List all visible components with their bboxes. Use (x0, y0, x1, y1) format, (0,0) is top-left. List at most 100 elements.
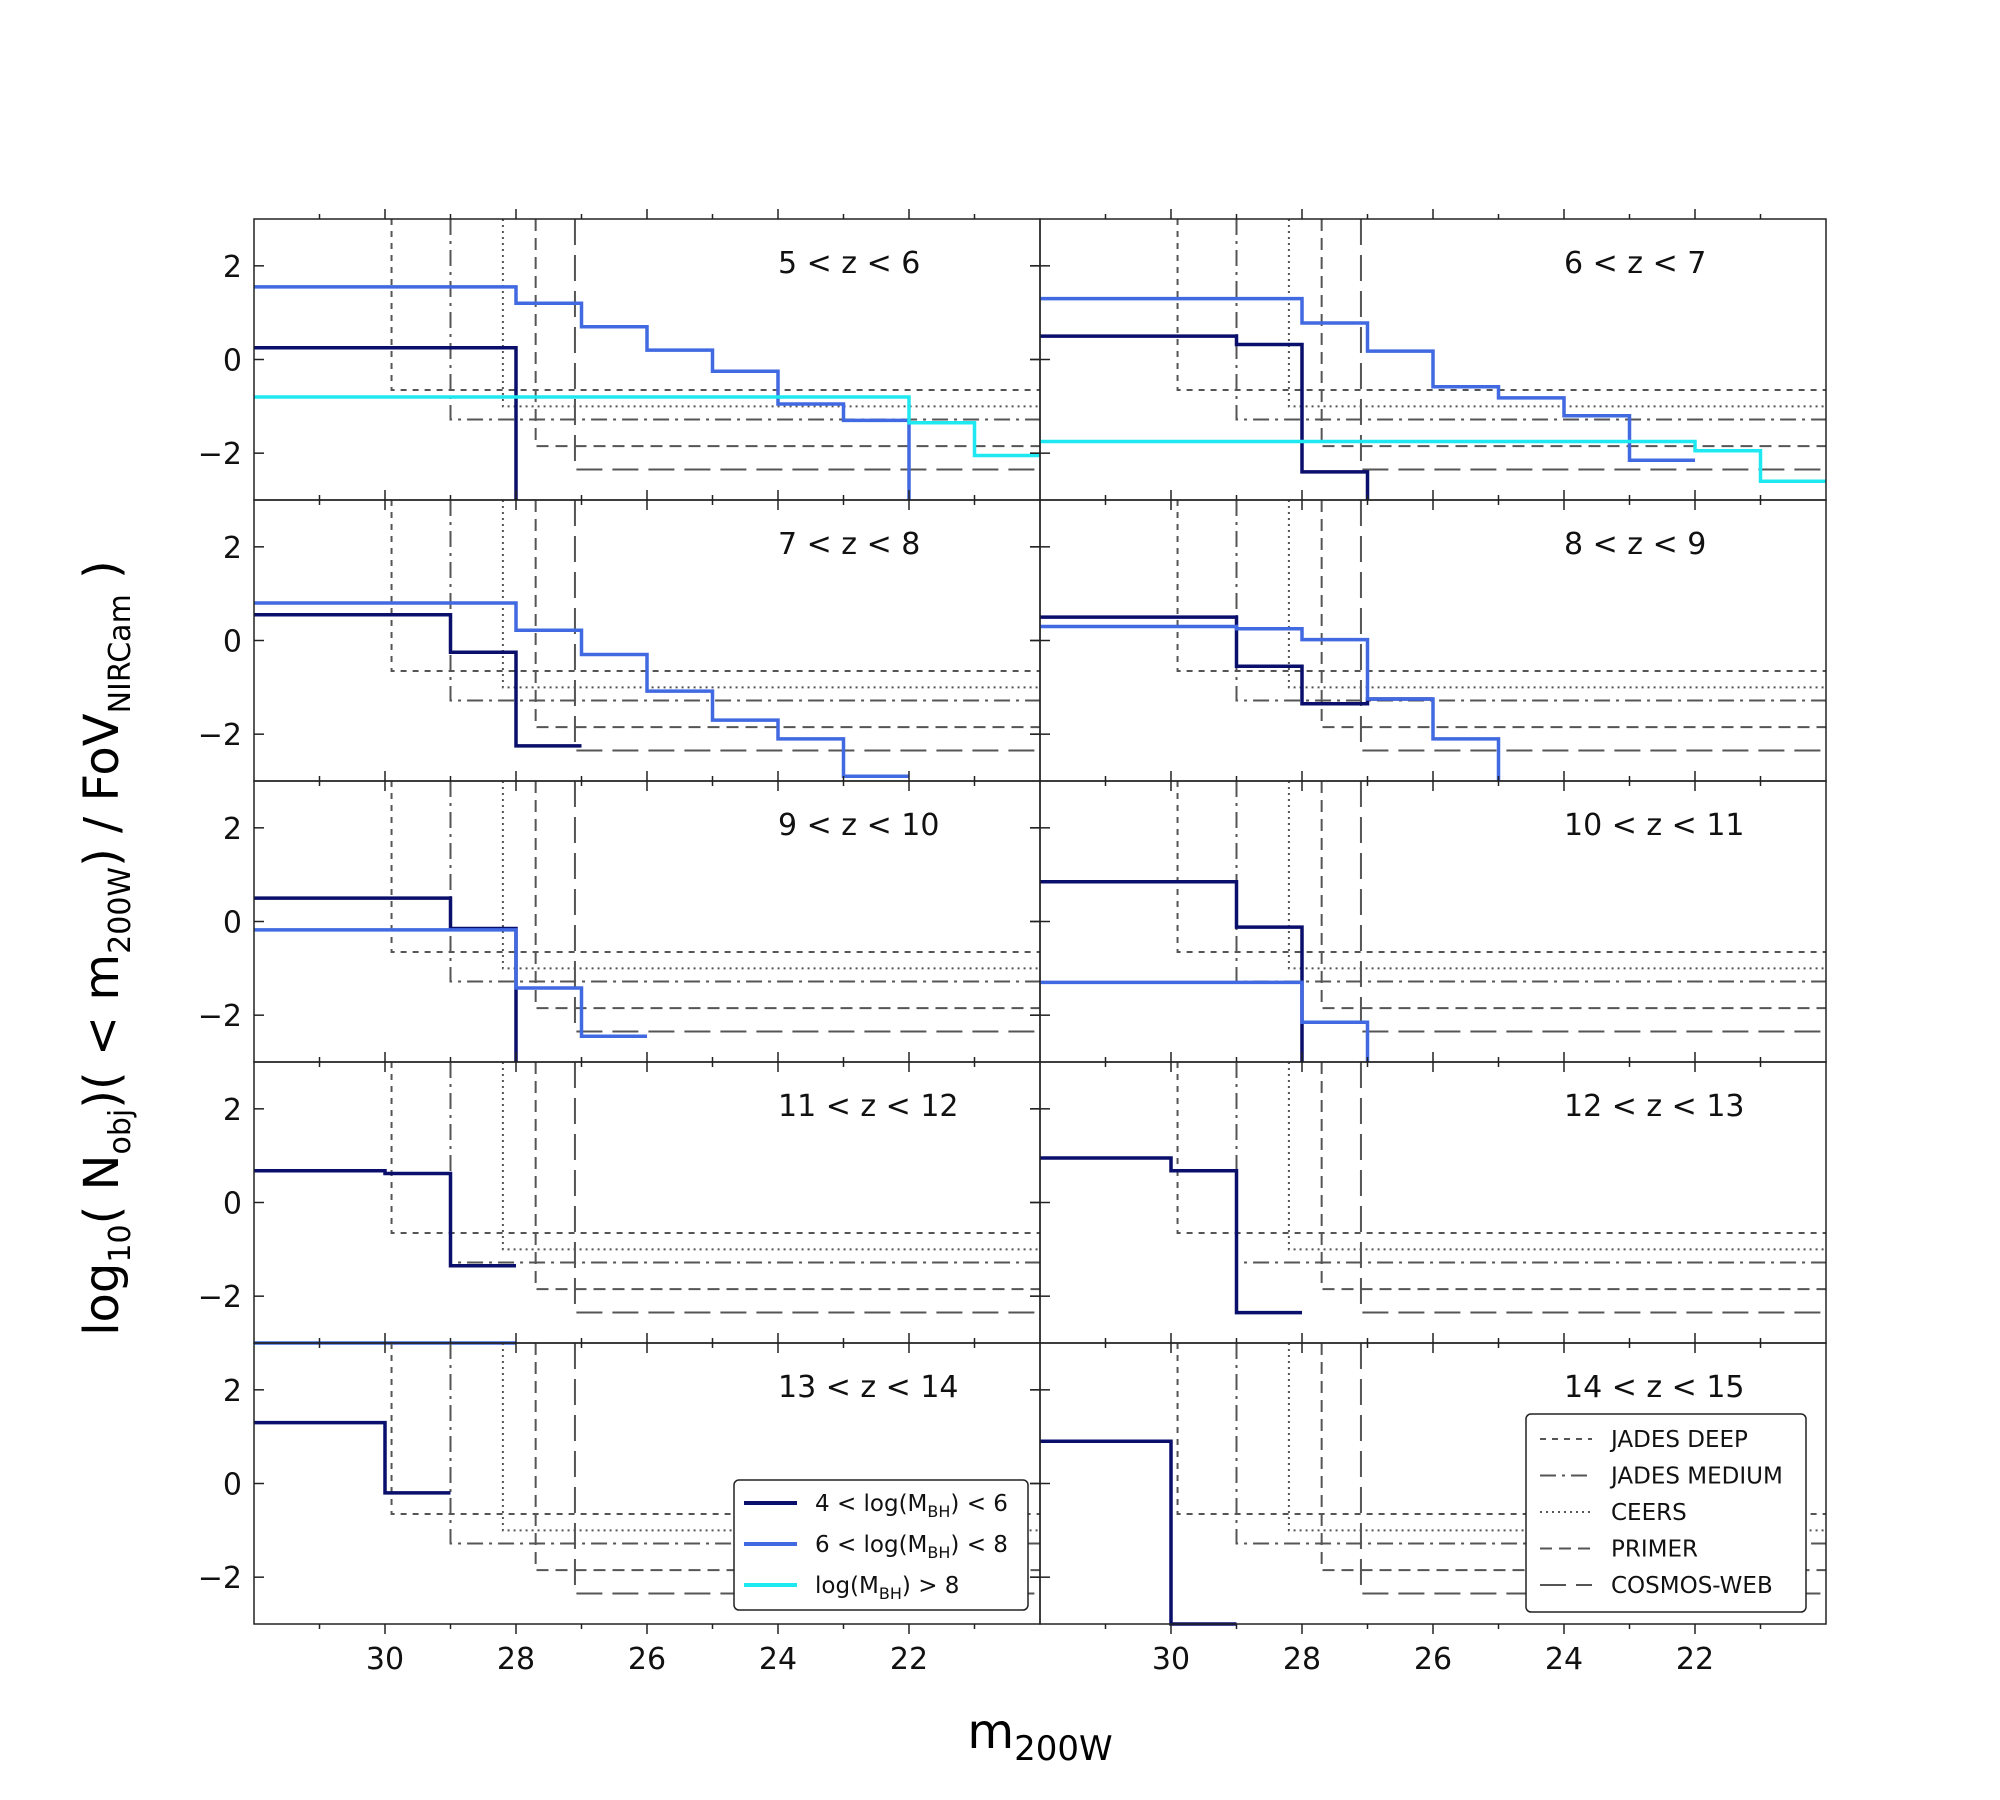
x-tick-label: 22 (1676, 1642, 1714, 1677)
survey-legend-entry: CEERS (1611, 1500, 1687, 1526)
survey-limit-jades-deep (390, 1062, 1040, 1234)
survey-limit-ceers (501, 500, 1040, 689)
y-tick-label: 0 (223, 625, 242, 660)
panel-redshift-label: 11 < z < 12 (778, 1089, 959, 1124)
x-tick-label: 30 (1152, 1642, 1190, 1677)
y-tick-label: 0 (223, 344, 242, 379)
panel-6: 10 < z < 11 (1030, 771, 1827, 1072)
x-tick-label: 24 (759, 1642, 797, 1677)
y-axis-title: log10( Nobj)( < m200W) / FoVNIRCam ) (74, 560, 138, 1336)
panel-frame (253, 218, 1041, 501)
survey-limit-jades-deep (390, 219, 1040, 391)
series-low-bh (254, 896, 518, 1062)
panel-7: 2 0 −2 11 < z < 12 (198, 1052, 1041, 1353)
survey-limit-jades-medium (449, 219, 1040, 421)
y-tick-label: 0 (223, 1187, 242, 1222)
series-low-bh (1040, 879, 1304, 1062)
panel-3: 2 0 −2 7 < z < 8 (198, 490, 1041, 791)
series-legend-box (733, 1479, 1029, 1611)
series-mid-bh (254, 285, 911, 500)
y-tick-label: 0 (223, 906, 242, 941)
survey-legend-box (1525, 1413, 1807, 1613)
survey-limit-jades-deep (1176, 1062, 1826, 1234)
legend-entry-high: log(MBH) > 8 (815, 1573, 959, 1603)
survey-limit-jades-medium (449, 500, 1040, 702)
survey-limit-cosmos-web (1359, 219, 1826, 471)
series-low-bh (254, 1420, 451, 1495)
panel-frame (253, 499, 1041, 782)
y-tick-label: 2 (223, 531, 242, 566)
legend-entry-mid: 6 < log(MBH) < 8 (815, 1532, 1008, 1562)
panel-redshift-label: 12 < z < 13 (1564, 1089, 1745, 1124)
survey-legend-entry: PRIMER (1611, 1537, 1698, 1563)
panel-5: 2 0 −2 9 < z < 10 (198, 771, 1041, 1072)
panel-redshift-label: 14 < z < 15 (1564, 1370, 1745, 1405)
survey-legend-entry: JADES DEEP (1609, 1427, 1748, 1453)
series-low-bh (254, 1168, 516, 1268)
y-tick-label: 2 (223, 1093, 242, 1128)
panel-plot-area (254, 219, 1040, 500)
series-high-bh (1040, 439, 1826, 484)
survey-limit-ceers (501, 1062, 1040, 1251)
survey-limit-jades-deep (1176, 781, 1826, 953)
panel-redshift-label: 8 < z < 9 (1564, 527, 1706, 562)
series-legend: 4 < log(MBH) < 6 6 < log(MBH) < 8 log(MB… (733, 1479, 1029, 1611)
series-mid-bh (1040, 980, 1370, 1062)
survey-limit-cosmos-web (1359, 1062, 1826, 1314)
x-tick-label: 28 (497, 1642, 535, 1677)
y-tick-label: −2 (198, 718, 242, 753)
survey-legend-entry: JADES MEDIUM (1609, 1464, 1783, 1490)
survey-limit-ceers (501, 781, 1040, 970)
panel-8: 12 < z < 13 (1030, 1052, 1827, 1353)
panel-plot-area (1040, 1062, 1826, 1315)
panel-2: 6 < z < 7 (1030, 209, 1827, 510)
x-tick-label: 22 (890, 1642, 928, 1677)
x-tick-label: 30 (366, 1642, 404, 1677)
series-low-bh (1040, 1439, 1237, 1626)
survey-limit-ceers (1287, 219, 1826, 408)
series-low-bh (1040, 334, 1370, 500)
survey-limit-cosmos-web (1359, 500, 1826, 752)
y-tick-label: −2 (198, 1280, 242, 1315)
survey-limit-jades-deep (1176, 500, 1826, 672)
series-mid-bh (1040, 296, 1695, 462)
panel-redshift-label: 13 < z < 14 (778, 1370, 959, 1405)
x-tick-label: 26 (1414, 1642, 1452, 1677)
x-tick-label: 24 (1545, 1642, 1583, 1677)
y-tick-label: 0 (223, 1468, 242, 1503)
survey-limit-ceers (1287, 1062, 1826, 1251)
survey-limit-ceers (1287, 500, 1826, 689)
y-tick-label: 2 (223, 1374, 242, 1409)
series-high-bh (254, 395, 1040, 458)
panel-1: 2 0 −2 5 < z < 6 (198, 209, 1041, 510)
survey-limit-jades-deep (1176, 219, 1826, 391)
y-tick-label: −2 (198, 437, 242, 472)
panel-4: 8 < z < 9 (1030, 490, 1827, 791)
survey-limit-ceers (501, 1343, 1040, 1532)
panel-redshift-label: 10 < z < 11 (1564, 808, 1745, 843)
survey-limit-cosmos-web (573, 500, 1040, 752)
y-tick-label: −2 (198, 999, 242, 1034)
panel-plot-area (1040, 219, 1826, 500)
series-mid-bh (1040, 624, 1501, 781)
y-tick-label: 2 (223, 812, 242, 847)
survey-limit-jades-deep (390, 500, 1040, 672)
survey-limit-cosmos-web (573, 1062, 1040, 1314)
panels-layer: 2 0 −2 5 < z < 6 6 < z < 7 2 0 −2 7 < z < 8 8 < z… (198, 209, 1827, 1677)
survey-limit-jades-deep (390, 781, 1040, 953)
survey-limit-ceers (1287, 781, 1826, 970)
panel-redshift-label: 7 < z < 8 (778, 527, 920, 562)
panel-plot-area (1040, 500, 1826, 781)
survey-legend-entry: COSMOS-WEB (1611, 1573, 1773, 1599)
series-mid-bh (254, 928, 647, 1038)
x-axis-title: m200W (967, 1704, 1112, 1769)
survey-limit-ceers (1287, 1343, 1826, 1532)
x-tick-label: 26 (628, 1642, 666, 1677)
survey-limit-cosmos-web (573, 781, 1040, 1033)
y-tick-label: −2 (198, 1561, 242, 1596)
panel-redshift-label: 6 < z < 7 (1564, 246, 1706, 281)
panel-plot-area (1040, 781, 1826, 1062)
panel-plot-area (254, 500, 1040, 779)
survey-limit-jades-medium (449, 781, 1040, 983)
